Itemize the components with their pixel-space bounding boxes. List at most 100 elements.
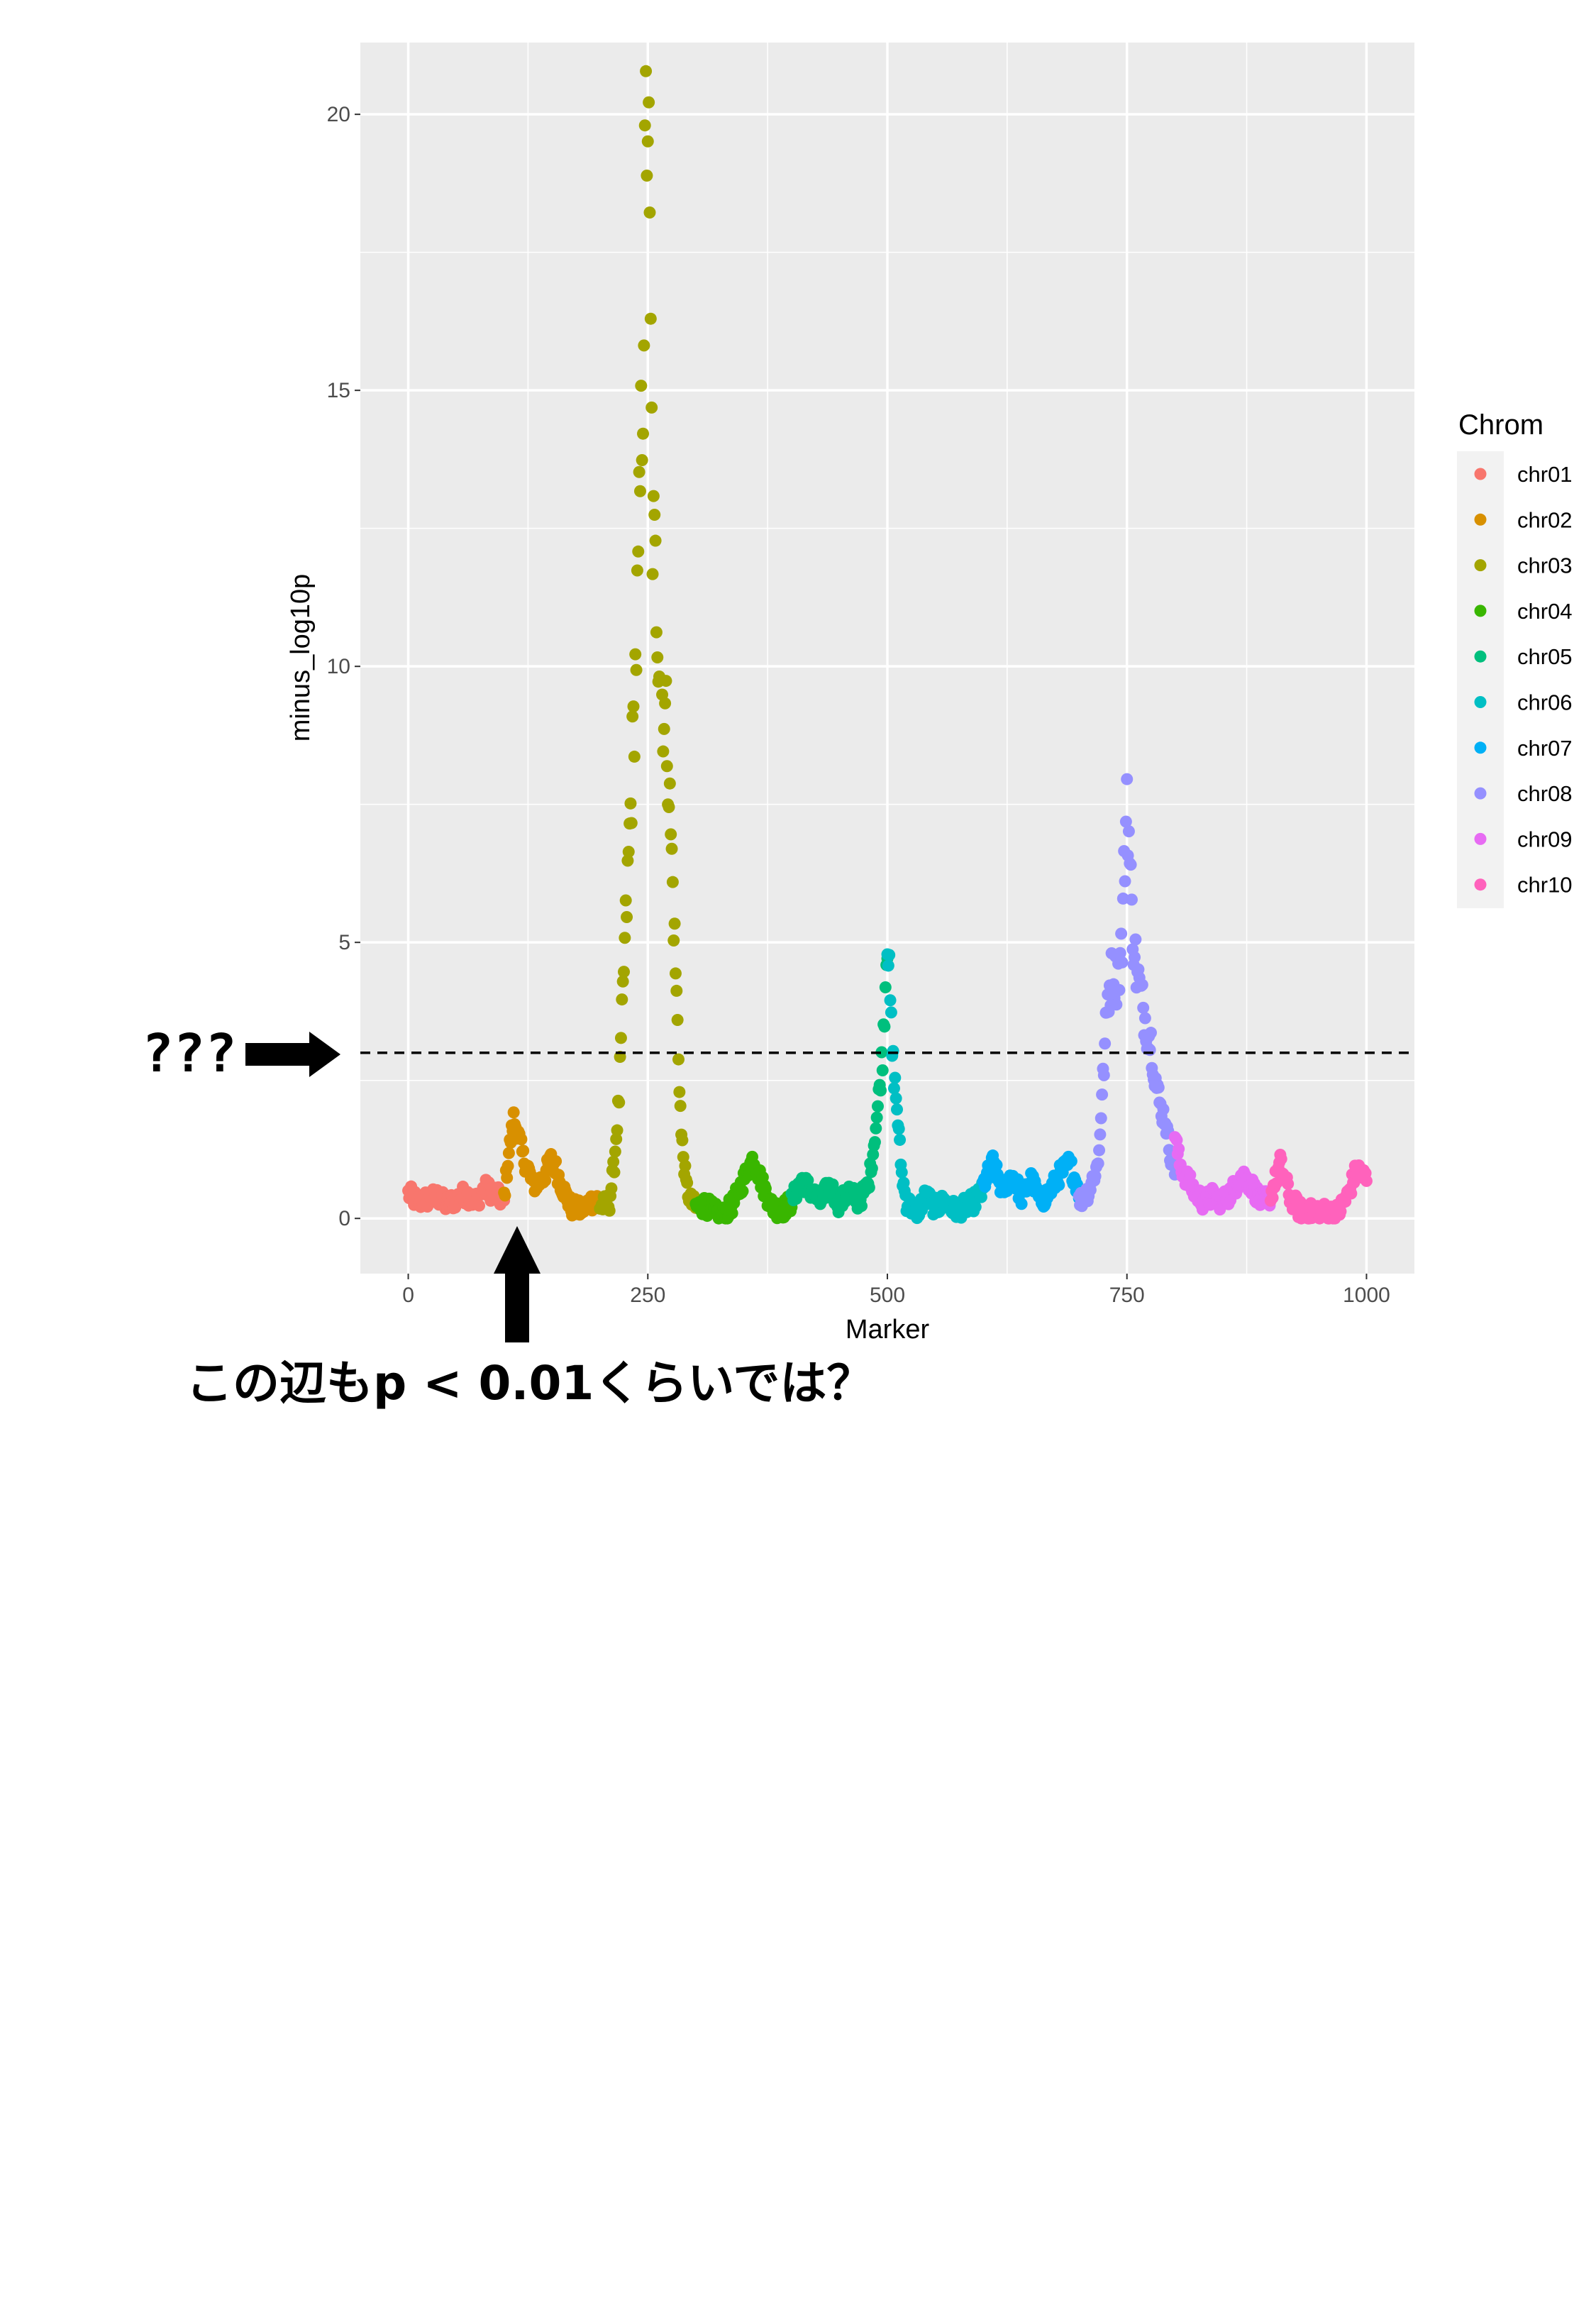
data-point-chr03 xyxy=(679,1159,692,1172)
data-point-chr10 xyxy=(1360,1174,1373,1187)
data-point-chr05 xyxy=(879,981,892,994)
data-point-chr03 xyxy=(619,932,631,944)
data-point-chr03 xyxy=(608,1166,621,1179)
data-point-chr07 xyxy=(990,1159,1003,1171)
data-point-chr06 xyxy=(892,1122,905,1135)
series-chr04 xyxy=(689,1150,798,1225)
arrow-right-icon xyxy=(245,1032,340,1077)
data-point-chr08 xyxy=(1137,1001,1150,1014)
data-point-chr08 xyxy=(1125,893,1138,906)
legend-item-chr02: chr02 xyxy=(1474,507,1573,532)
data-point-chr01 xyxy=(473,1199,486,1212)
y-axis-title: minus_log10p xyxy=(286,574,316,742)
data-point-chr08 xyxy=(1145,1027,1157,1039)
data-point-chr08 xyxy=(1095,1112,1107,1125)
legend-label: chr02 xyxy=(1517,507,1573,532)
data-point-chr03 xyxy=(621,854,634,867)
data-point-chr03 xyxy=(671,1013,684,1026)
annotation-qqq: ??? xyxy=(142,1023,340,1084)
legend-key-dot xyxy=(1474,468,1487,480)
legend-key-dot xyxy=(1474,559,1487,572)
data-point-chr08 xyxy=(1094,1128,1107,1141)
legend-item-chr09: chr09 xyxy=(1474,827,1573,851)
data-point-chr03 xyxy=(603,1204,616,1217)
data-point-chr05 xyxy=(867,1148,880,1161)
data-point-chr05 xyxy=(868,1136,881,1149)
data-point-chr05 xyxy=(865,1162,878,1175)
data-point-chr02 xyxy=(499,1189,511,1202)
data-point-chr08 xyxy=(1115,927,1128,940)
series-chr03 xyxy=(594,65,702,1217)
data-point-chr03 xyxy=(625,817,638,829)
data-point-chr08 xyxy=(1092,1157,1104,1170)
data-point-chr03 xyxy=(616,975,629,988)
data-point-chr08 xyxy=(1110,998,1123,1011)
data-point-chr02 xyxy=(517,1144,530,1157)
data-point-chr08 xyxy=(1122,825,1135,838)
y-tick-label: 15 xyxy=(327,379,350,402)
data-point-chr02 xyxy=(507,1106,520,1119)
data-point-chr07 xyxy=(1015,1198,1028,1210)
arrow-up-icon xyxy=(494,1226,541,1342)
data-point-chr03 xyxy=(650,626,663,639)
data-point-chr02 xyxy=(539,1174,552,1187)
x-tick-label: 1000 xyxy=(1343,1284,1390,1307)
data-point-chr08 xyxy=(1121,773,1134,785)
data-point-chr03 xyxy=(605,1182,618,1195)
data-point-chr05 xyxy=(870,1111,883,1124)
data-point-chr03 xyxy=(638,339,650,352)
data-point-chr03 xyxy=(665,828,677,841)
data-point-chr07 xyxy=(1065,1155,1077,1168)
data-point-chr03 xyxy=(622,846,635,859)
data-point-chr03 xyxy=(621,911,633,924)
data-point-chr02 xyxy=(515,1133,528,1146)
data-point-chr08 xyxy=(1119,875,1131,888)
data-point-chr08 xyxy=(1138,1012,1151,1025)
data-point-chr02 xyxy=(501,1171,514,1184)
data-point-chr03 xyxy=(658,722,670,735)
y-tick-label: 5 xyxy=(338,931,350,954)
data-point-chr03 xyxy=(670,984,683,997)
legend-item-chr10: chr10 xyxy=(1474,873,1573,898)
legend-label: chr09 xyxy=(1517,827,1573,851)
x-tick-label: 750 xyxy=(1109,1284,1145,1307)
data-point-chr05 xyxy=(878,1020,891,1033)
legend-key-background xyxy=(1457,451,1504,908)
data-point-chr03 xyxy=(660,675,672,688)
data-point-chr05 xyxy=(876,1064,889,1077)
data-point-chr03 xyxy=(640,65,653,77)
data-point-chr06 xyxy=(887,1082,900,1095)
legend-label: chr10 xyxy=(1517,873,1573,898)
data-point-chr03 xyxy=(616,993,628,1006)
data-point-chr03 xyxy=(648,509,661,522)
data-point-chr02 xyxy=(550,1155,563,1168)
data-point-chr08 xyxy=(1157,1103,1170,1115)
data-point-chr03 xyxy=(649,534,662,547)
data-point-chr08 xyxy=(1143,1044,1156,1057)
data-point-chr03 xyxy=(659,697,672,710)
data-point-chr10 xyxy=(1345,1187,1358,1200)
data-point-chr03 xyxy=(645,401,658,414)
legend-label: chr01 xyxy=(1517,462,1573,487)
data-point-chr03 xyxy=(667,934,680,947)
data-point-chr03 xyxy=(630,663,643,676)
data-point-chr06 xyxy=(890,1092,902,1105)
data-point-chr09 xyxy=(1173,1142,1185,1155)
data-point-chr03 xyxy=(641,169,653,182)
data-point-chr06 xyxy=(895,1166,908,1179)
legend-key-dot xyxy=(1474,513,1487,526)
series-chr05 xyxy=(785,952,894,1218)
data-point-chr06 xyxy=(882,959,894,972)
legend: Chrom chr01 chr02 chr03 chr04 chr05 chr06 chr0… xyxy=(1457,409,1573,908)
data-point-chr08 xyxy=(1129,951,1141,964)
data-point-chr03 xyxy=(609,1145,621,1158)
legend-key-dot xyxy=(1474,741,1487,754)
data-point-chr03 xyxy=(676,1134,689,1147)
data-point-chr10 xyxy=(1282,1177,1295,1190)
data-point-chr10 xyxy=(1334,1205,1347,1218)
annotation-note: この辺もp < 0.01くらいでは？ xyxy=(186,1226,873,1411)
data-point-chr03 xyxy=(643,96,655,109)
x-axis-title: Marker xyxy=(846,1315,930,1345)
data-point-chr06 xyxy=(887,1044,899,1057)
